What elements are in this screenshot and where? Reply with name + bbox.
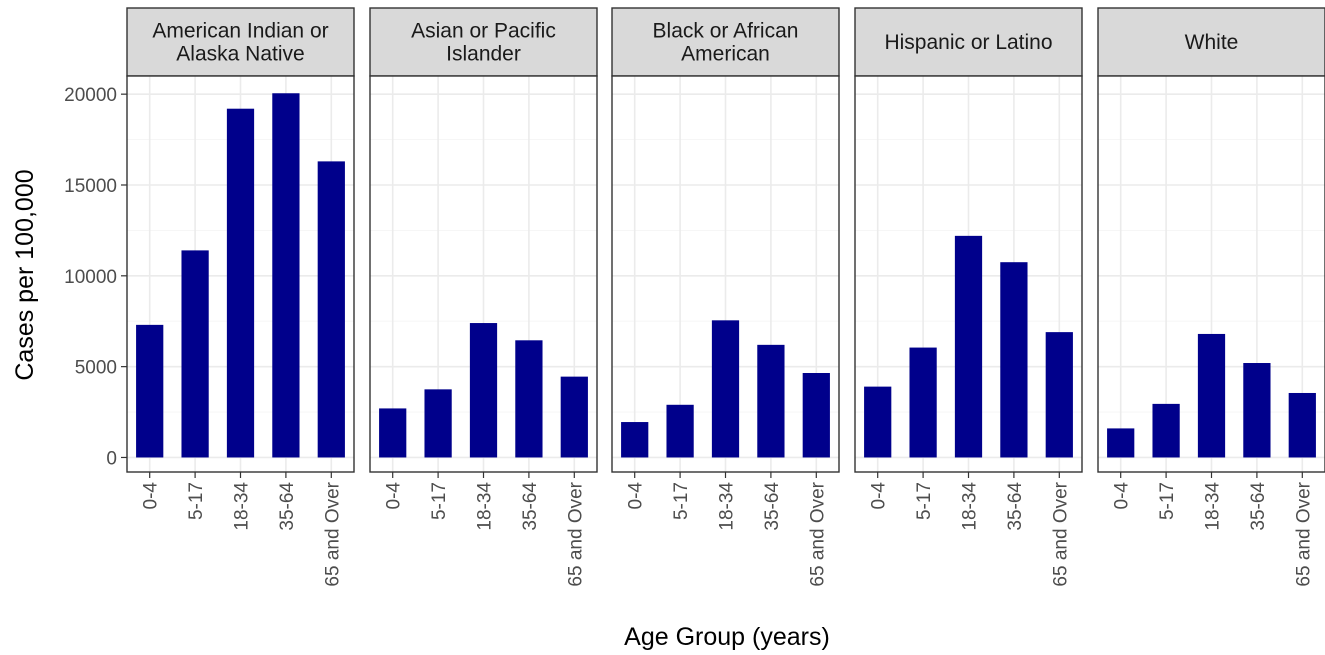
bar <box>317 161 345 458</box>
x-tick-label: 65 and Over <box>1050 481 1071 586</box>
facet-strip-label: Islander <box>446 43 521 66</box>
bar <box>1045 332 1073 458</box>
y-tick-label: 5000 <box>75 358 117 379</box>
x-tick-label: 18-34 <box>1203 482 1224 531</box>
x-tick-label: 5-17 <box>914 482 935 520</box>
facet-strip-label: Asian or Pacific <box>411 20 556 43</box>
facet-strip-label: American Indian or <box>152 20 328 43</box>
x-tick-label: 65 and Over <box>1293 481 1314 586</box>
x-tick-label: 65 and Over <box>807 481 828 586</box>
x-tick-label: 5-17 <box>186 482 207 520</box>
bar <box>802 373 830 458</box>
bar <box>621 422 649 458</box>
facet-panel: Hispanic or Latino 0-4 5-17 18-34 35-64 65 an… <box>854 7 1083 587</box>
x-tick-label: 5-17 <box>429 482 450 520</box>
bar <box>909 347 937 458</box>
bar <box>1243 363 1271 458</box>
bar <box>1152 403 1180 458</box>
x-tick-label: 35-64 <box>762 482 783 531</box>
x-tick-label: 35-64 <box>1005 482 1026 531</box>
facet-strip <box>1097 7 1325 77</box>
bar <box>757 344 785 458</box>
facet-strip <box>611 7 840 77</box>
x-tick-label: 35-64 <box>1248 482 1269 531</box>
bar <box>226 108 255 458</box>
x-tick-label: 0-4 <box>626 482 647 510</box>
x-tick-label: 18-34 <box>717 482 738 531</box>
facet-strip <box>126 7 355 77</box>
bar <box>954 235 983 458</box>
y-axis: 0 5000 10000 15000 20000 <box>64 85 127 469</box>
facet-strip <box>854 7 1083 77</box>
y-tick-label: 0 <box>106 448 117 469</box>
bar <box>181 250 209 458</box>
x-tick-label: 5-17 <box>1157 482 1178 520</box>
bar <box>469 323 498 458</box>
x-tick-label: 0-4 <box>384 482 405 510</box>
x-tick-label: 5-17 <box>671 482 692 520</box>
bar <box>864 386 892 458</box>
facet-strip-label: Black or African <box>653 20 799 43</box>
bar <box>1000 262 1028 458</box>
bar <box>515 340 543 458</box>
facet-strip <box>369 7 598 77</box>
x-tick-label: 65 and Over <box>565 481 586 586</box>
x-tick-label: 0-4 <box>1112 482 1133 510</box>
bar <box>424 389 452 458</box>
x-tick-label: 35-64 <box>277 482 298 531</box>
bar <box>1197 333 1226 458</box>
facet-strip-label: White <box>1185 31 1239 54</box>
bar <box>1288 392 1316 458</box>
x-tick-label: 18-34 <box>960 482 981 531</box>
x-tick-label: 18-34 <box>232 482 253 531</box>
y-tick-label: 10000 <box>64 267 117 288</box>
bar <box>560 376 588 458</box>
x-tick-label: 35-64 <box>520 482 541 531</box>
y-tick-label: 20000 <box>64 85 117 106</box>
bar <box>136 324 164 458</box>
facet-strip-label: American <box>681 43 770 66</box>
y-axis-title: Cases per 100,000 <box>11 169 39 380</box>
facet-panel: White 0-4 5-17 18-34 35-64 65 and Over <box>1097 7 1325 587</box>
x-tick-label: 0-4 <box>141 482 162 510</box>
y-tick-label: 15000 <box>64 176 117 197</box>
x-tick-label: 0-4 <box>869 482 890 510</box>
bar <box>379 408 407 458</box>
facet-strip-label: Hispanic or Latino <box>884 31 1052 54</box>
bar <box>666 404 694 458</box>
x-tick-label: 65 and Over <box>322 481 343 586</box>
x-tick-label: 18-34 <box>475 482 496 531</box>
facet-strip-label: Alaska Native <box>176 43 304 66</box>
bar <box>1107 428 1135 458</box>
bar <box>711 320 740 458</box>
bar <box>272 93 300 458</box>
x-axis-title: Age Group (years) <box>624 623 830 651</box>
